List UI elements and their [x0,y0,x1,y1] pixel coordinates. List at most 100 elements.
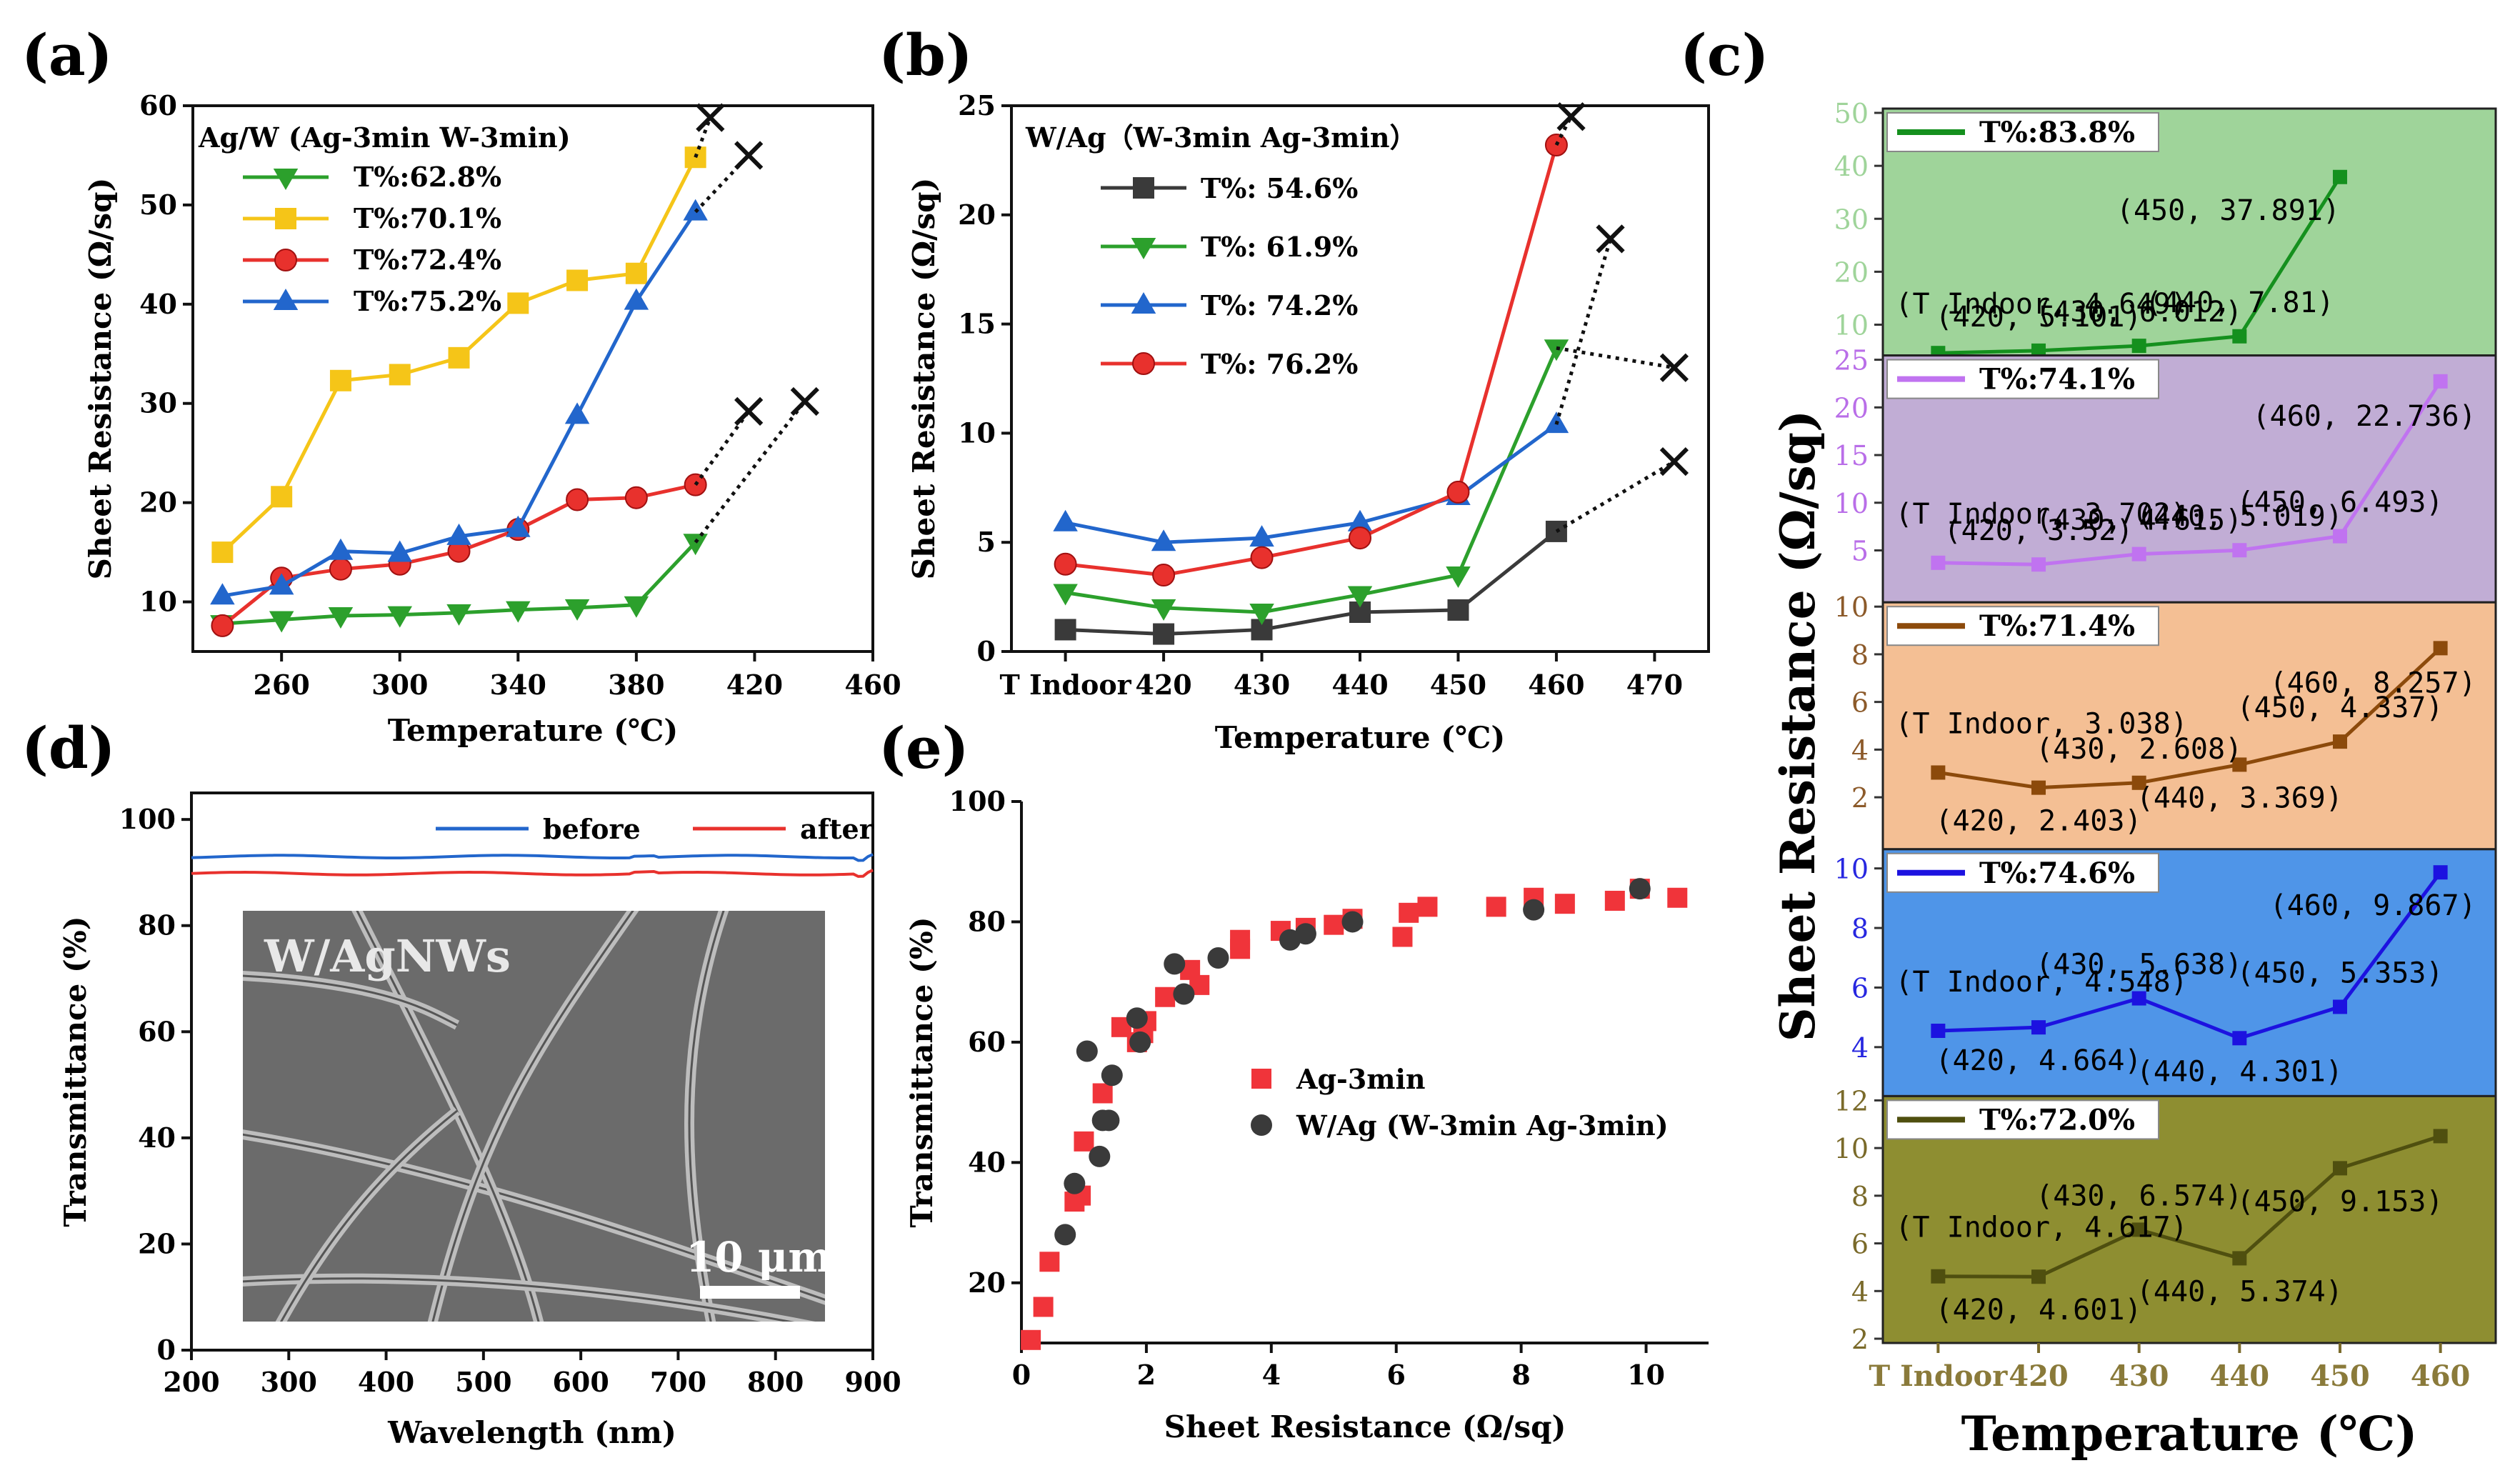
data-point [389,364,411,386]
data-point [1249,603,1274,625]
plot-frame [191,104,874,653]
nanowire-edge [431,911,634,1322]
data-point [2433,641,2448,656]
data-point [1054,1224,1076,1246]
y-axis-title: Sheet Resistance (Ω/sq) [83,178,118,580]
y-tick-label: 12 [1834,1085,1869,1117]
nanowire-edge [243,1277,795,1322]
y-tick-label: 2 [1851,782,1869,814]
x-axis-title: Temperature (℃) [1215,720,1506,755]
point-annotation: (420, 4.601) [1936,1294,2142,1327]
y-axis-title: Transmittance (%) [904,917,939,1227]
data-point [566,269,589,291]
legend-marker [1251,1069,1271,1089]
y-tick-label: 40 [139,288,177,320]
y-tick-label: 20 [958,199,996,231]
y-tick-label: 10 [1834,1133,1869,1164]
y-axis-title: Sheet Resistance (Ω/sq) [1770,410,1826,1042]
data-point [2332,529,2347,544]
y-tick-label: 25 [958,89,996,121]
y-tick-label: 15 [1834,440,1869,471]
data-point [683,534,708,556]
subplot-2: 5 10 15 20 25 T%:74.1% (T Indoor, 3.702)(420, … [1834,345,2497,604]
legend-label: T%: 76.2% [1201,348,1358,380]
y-axis-title: Transmittance (%) [58,916,93,1227]
y-tick-label: 20 [138,1227,176,1259]
x-axis-title: Sheet Resistance (Ω/sq) [1164,1409,1566,1444]
x-axis-title: Temperature (℃) [388,713,679,748]
data-point [625,262,647,284]
data-point [2232,757,2247,772]
data-point [1931,555,1946,570]
failure-stroke [696,103,725,132]
point-annotation: (420, 2.403) [1936,805,2142,838]
series-2 [1053,339,1689,625]
point-annotation: (430, 5.638) [2036,949,2242,982]
data-point [2332,169,2347,184]
series-1 [210,386,819,637]
data-point [1392,927,1413,947]
data-point [1341,911,1364,933]
data-point [1349,526,1371,550]
series-2 [1054,878,1651,1246]
data-point [1129,1031,1151,1053]
data-point [1249,525,1274,547]
legend-label: T%:72.0% [1979,1103,2135,1137]
x-tick-label: 6 [1387,1359,1406,1391]
failure-link [1556,346,1675,370]
failure-mark [1556,102,1586,131]
subplot-3: 2 4 6 8 10 T%:71.4% (T Indoor, 3.038) (420, 2.4… [1834,591,2497,851]
x-tick-label: 400 [358,1366,414,1398]
y-tick-label: 8 [1851,1181,1869,1212]
series-line [1938,380,2442,566]
data-point [387,540,412,562]
panel-label-d: (d) [21,714,116,782]
data-point [1399,902,1419,923]
point-annotation: (430, 6.012) [2036,296,2242,329]
y-tick-label: 15 [958,308,996,340]
series-line [1938,871,2442,1040]
legend-label: T%:72.4% [354,244,501,276]
point-annotation: (440, 7.81) [2145,286,2334,319]
legend-marker [1131,238,1156,259]
x-tick-label: T Indoor [1000,669,1132,701]
legend-marker [275,208,296,229]
series-2 [211,103,725,564]
y-tick-label: 6 [1851,687,1869,719]
series-3 [1053,224,1625,551]
y-tick-label: 100 [119,803,176,835]
x-tick-label: 600 [552,1366,609,1398]
data-point [1039,1252,1060,1272]
y-tick-label: 30 [139,387,177,419]
data-point [2131,546,2146,561]
y-tick-label: 30 [1834,204,1869,235]
failure-stroke [734,396,764,426]
legend-label: T%:70.1% [354,202,501,234]
point-annotation: (T Indoor, 3.038) [1895,707,2187,740]
data-point [446,523,471,545]
panel-e: (e) 0 2 4 6 8 10 20 40 60 80 100 Sheet Resistance (Ω… [879,714,1709,1444]
y-tick-label: 20 [968,1267,1006,1299]
y-tick-label: 20 [1834,392,1869,424]
data-point [506,601,531,623]
data-point [210,583,235,605]
data-point [1347,586,1373,608]
data-point [211,541,234,564]
point-annotation: (420, 3.52) [1944,514,2134,547]
data-point [387,606,412,628]
data-point [2031,780,2046,795]
x-axis-title: Temperature (℃) [1961,1406,2418,1462]
data-point [2332,999,2347,1014]
x-tick-label: 440 [1331,669,1388,701]
legend-label: T%: 61.9% [1201,231,1358,263]
data-point [1053,584,1078,606]
x-tick-label: 500 [455,1366,511,1398]
data-point [624,288,649,310]
x-tick-label: 340 [490,669,546,701]
point-annotation: (450, 4.337) [2236,691,2443,724]
series-1 [1054,447,1689,645]
x-tick-label: 420 [1135,669,1191,701]
data-point [1523,899,1545,921]
failure-stroke [790,386,819,416]
legend-marker [274,249,297,271]
